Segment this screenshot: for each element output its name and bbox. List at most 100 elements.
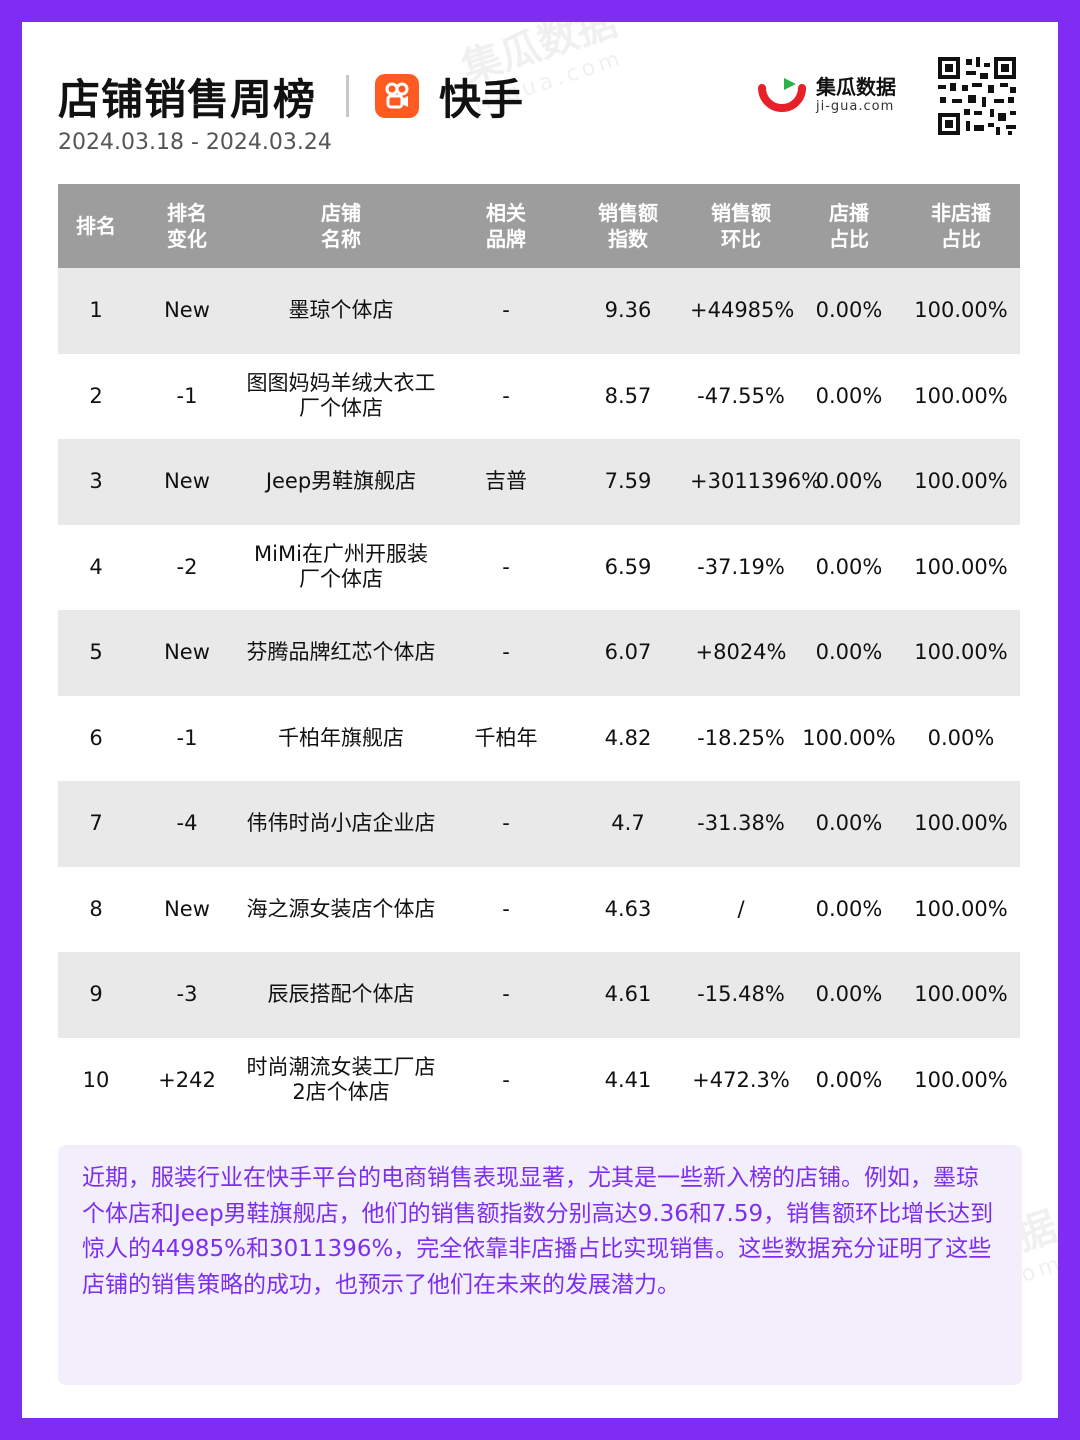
brand-name: 集瓜数据 xyxy=(816,74,896,99)
cell-rank-change: +242 xyxy=(134,1037,240,1123)
cell-live-share: 0.00% xyxy=(796,268,902,354)
cell-rank-change: -1 xyxy=(134,695,240,781)
cell-live-share: 100.00% xyxy=(796,695,902,781)
cell-rank: 5 xyxy=(58,610,134,696)
cell-store-name: 千柏年旗舰店 xyxy=(240,695,442,781)
table-row: 3 New Jeep男鞋旗舰店 吉普 7.59 +3011396% 0.00% 100.00% xyxy=(58,439,1020,525)
cell-store-name: 墨琼个体店 xyxy=(240,268,442,354)
cell-nonlive-share: 0.00% xyxy=(902,695,1020,781)
cell-nonlive-share: 100.00% xyxy=(902,439,1020,525)
table-row: 2 -1 图图妈妈羊绒大衣工厂个体店 -8.57 -47.55% 0.00% 100.00% xyxy=(58,353,1020,439)
cell-store-name: 图图妈妈羊绒大衣工厂个体店 xyxy=(240,353,442,439)
cell-brand: - xyxy=(442,524,570,610)
cell-rank: 4 xyxy=(58,524,134,610)
cell-brand: - xyxy=(442,866,570,952)
cell-live-share: 0.00% xyxy=(796,1037,902,1123)
cell-brand: - xyxy=(442,781,570,867)
table-header-row: 排名 排名 变化 店铺 名称 相关 品牌 销售额 指数 销售额 环比 店播 占比 非店播 占比 xyxy=(58,184,1020,268)
cell-nonlive-share: 100.00% xyxy=(902,524,1020,610)
cell-brand: 千柏年 xyxy=(442,695,570,781)
cell-sales-index: 9.36 xyxy=(570,268,686,354)
cell-store-name: Jeep男鞋旗舰店 xyxy=(240,439,442,525)
cell-rank-change: New xyxy=(134,610,240,696)
cell-nonlive-share: 100.00% xyxy=(902,781,1020,867)
table-row: 8 New 海之源女装店个体店 -4.63/0.00% 100.00% xyxy=(58,866,1020,952)
header-rank: 排名 xyxy=(58,184,134,268)
table-row: 1 New 墨琼个体店 -9.36 +44985% 0.00% 100.00% xyxy=(58,268,1020,354)
cell-sales-index: 4.7 xyxy=(570,781,686,867)
cell-store-name: 伟伟时尚小店企业店 xyxy=(240,781,442,867)
cell-sales-mom: +3011396% xyxy=(686,439,821,525)
cell-rank-change: -1 xyxy=(134,353,240,439)
cell-live-share: 0.00% xyxy=(796,439,902,525)
cell-store-name: 辰辰搭配个体店 xyxy=(240,952,442,1038)
cell-sales-index: 4.63 xyxy=(570,866,686,952)
cell-live-share: 0.00% xyxy=(796,353,902,439)
cell-sales-mom: / xyxy=(686,866,796,952)
kuaishou-logo-icon xyxy=(375,74,420,118)
summary-box: 近期，服装行业在快手平台的电商销售表现显著，尤其是一些新入榜的店铺。例如，墨琼个… xyxy=(58,1145,1022,1385)
cell-nonlive-share: 100.00% xyxy=(902,610,1020,696)
table-row: 5 New 芬腾品牌红芯个体店 -6.07 +8024% 0.00% 100.00% xyxy=(58,610,1020,696)
table-row: 4 -2 MiMi在广州开服装厂个体店 -6.59 -37.19% 0.00% 100.00… xyxy=(58,524,1020,610)
cell-live-share: 0.00% xyxy=(796,866,902,952)
cell-sales-index: 4.61 xyxy=(570,952,686,1038)
cell-rank-change: -2 xyxy=(134,524,240,610)
jigua-logo-icon xyxy=(758,78,806,112)
cell-rank-change: -4 xyxy=(134,781,240,867)
cell-store-name: MiMi在广州开服装厂个体店 xyxy=(240,524,442,610)
cell-brand: - xyxy=(442,268,570,354)
header-nonlive-share: 非店播 占比 xyxy=(902,184,1020,268)
cell-nonlive-share: 100.00% xyxy=(902,353,1020,439)
cell-sales-mom: +472.3% xyxy=(686,1037,796,1123)
cell-sales-index: 4.82 xyxy=(570,695,686,781)
cell-sales-index: 4.41 xyxy=(570,1037,686,1123)
header-store-name: 店铺 名称 xyxy=(240,184,442,268)
header-rank-change: 排名 变化 xyxy=(134,184,240,268)
cell-nonlive-share: 100.00% xyxy=(902,952,1020,1038)
cell-sales-index: 8.57 xyxy=(570,353,686,439)
cell-rank: 2 xyxy=(58,353,134,439)
table-row: 9 -3 辰辰搭配个体店 -4.61 -15.48% 0.00% 100.00% xyxy=(58,952,1020,1038)
header-sales-index: 销售额 指数 xyxy=(570,184,686,268)
qr-code-icon xyxy=(936,55,1018,137)
cell-sales-mom: -18.25% xyxy=(686,695,796,781)
cell-store-name: 芬腾品牌红芯个体店 xyxy=(240,610,442,696)
cell-live-share: 0.00% xyxy=(796,524,902,610)
header-sales-mom: 销售额 环比 xyxy=(686,184,796,268)
brand-domain: ji-gua.com xyxy=(816,98,895,114)
title-divider xyxy=(346,75,350,117)
cell-live-share: 0.00% xyxy=(796,952,902,1038)
summary-text: 近期，服装行业在快手平台的电商销售表现显著，尤其是一些新入榜的店铺。例如，墨琼个… xyxy=(82,1165,994,1298)
ranking-table: 排名 排名 变化 店铺 名称 相关 品牌 销售额 指数 销售额 环比 店播 占比 非店播 占比… xyxy=(58,184,1020,1123)
header-live-share: 店播 占比 xyxy=(796,184,902,268)
cell-store-name: 海之源女装店个体店 xyxy=(240,866,442,952)
cell-rank: 7 xyxy=(58,781,134,867)
cell-brand: - xyxy=(442,353,570,439)
page-title: 店铺销售周榜 xyxy=(58,74,317,124)
cell-rank: 8 xyxy=(58,866,134,952)
table-row: 7 -4 伟伟时尚小店企业店 -4.7 -31.38% 0.00% 100.00% xyxy=(58,781,1020,867)
cell-brand: 吉普 xyxy=(442,439,570,525)
cell-sales-mom: -47.55% xyxy=(686,353,796,439)
table-row: 10 +242 时尚潮流女装工厂店2店个体店 -4.41 +472.3% 0.00% 100… xyxy=(58,1037,1020,1123)
cell-rank: 6 xyxy=(58,695,134,781)
cell-brand: - xyxy=(442,952,570,1038)
cell-rank: 9 xyxy=(58,952,134,1038)
cell-sales-mom: -31.38% xyxy=(686,781,796,867)
header-brand: 相关 品牌 xyxy=(442,184,570,268)
cell-rank-change: New xyxy=(134,268,240,354)
cell-sales-mom: -15.48% xyxy=(686,952,796,1038)
date-range: 2024.03.18 - 2024.03.24 xyxy=(58,130,332,155)
cell-sales-mom: +8024% xyxy=(686,610,796,696)
cell-rank: 1 xyxy=(58,268,134,354)
cell-rank: 3 xyxy=(58,439,134,525)
platform-name: 快手 xyxy=(439,74,524,124)
cell-rank-change: -3 xyxy=(134,952,240,1038)
cell-store-name: 时尚潮流女装工厂店2店个体店 xyxy=(240,1037,442,1123)
cell-sales-mom: -37.19% xyxy=(686,524,796,610)
cell-brand: - xyxy=(442,1037,570,1123)
cell-rank-change: New xyxy=(134,866,240,952)
cell-sales-index: 7.59 xyxy=(570,439,686,525)
